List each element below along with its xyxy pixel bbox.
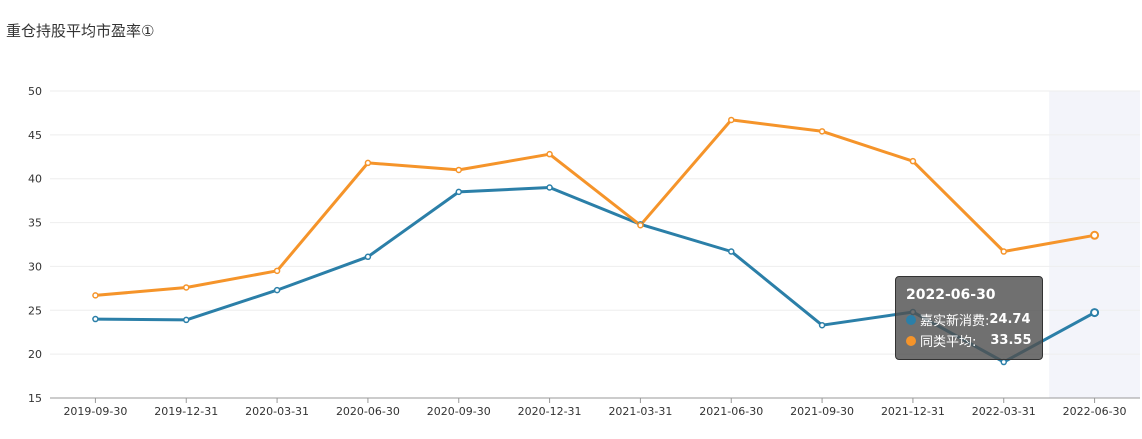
data-point: [728, 116, 735, 124]
y-tick-label: 35: [28, 217, 42, 230]
data-point: [728, 248, 735, 255]
series2-legend-dot-icon: [906, 335, 916, 346]
data-point: [546, 184, 553, 191]
data-point: [1000, 358, 1007, 366]
data-point: [183, 316, 190, 324]
y-tick-label: 30: [28, 260, 42, 273]
x-tick-label: 2022-06-30: [1063, 405, 1127, 418]
x-tick-label: 2020-09-30: [427, 405, 491, 418]
x-tick-label: 2022-03-31: [972, 405, 1036, 418]
x-tick-label: 2020-06-30: [336, 405, 400, 418]
data-point: [92, 292, 99, 299]
y-tick-label: 50: [28, 85, 42, 98]
tooltip-series2-value: 33.55: [990, 333, 1032, 348]
tooltip-date: 2022-06-30: [906, 287, 996, 303]
series-line-2: [95, 118, 1095, 297]
data-point: [364, 159, 372, 167]
x-tick-label: 2021-03-31: [608, 405, 672, 418]
data-point: [183, 284, 190, 291]
chart-tooltip: 2022-06-30 嘉实新消费: 24.74 同类平均: 33.55: [895, 276, 1043, 360]
tooltip-series1-value: 24.74: [989, 312, 1031, 327]
x-tick-label: 2019-12-31: [154, 405, 218, 418]
data-point: [364, 253, 372, 261]
y-tick-label: 15: [28, 392, 42, 405]
y-tick-label: 25: [28, 304, 42, 317]
data-point: [1090, 230, 1100, 240]
data-point: [637, 221, 644, 229]
data-point: [1090, 308, 1100, 318]
x-tick-label: 2021-06-30: [699, 405, 763, 418]
y-tick-label: 40: [28, 173, 42, 186]
tooltip-series1-label: 嘉实新消费:: [920, 314, 990, 329]
x-tick-label: 2021-09-30: [790, 405, 854, 418]
data-point: [273, 286, 281, 294]
data-point: [546, 150, 553, 158]
data-point: [455, 166, 462, 174]
data-point: [909, 157, 917, 165]
data-point: [273, 267, 281, 275]
data-point: [1000, 248, 1007, 255]
x-tick-label: 2019-09-30: [63, 405, 127, 418]
chart-title: 重仓持股平均市盈率①: [6, 22, 155, 40]
y-tick-label: 45: [28, 129, 42, 142]
data-point: [92, 315, 99, 323]
x-tick-label: 2020-03-31: [245, 405, 309, 418]
data-point: [455, 188, 462, 196]
tooltip-row-series1: 嘉实新消费: 24.74: [906, 309, 1032, 330]
tooltip-row-series2: 同类平均: 33.55: [906, 330, 1032, 351]
y-tick-label: 20: [28, 348, 42, 361]
series1-legend-dot-icon: [906, 314, 916, 325]
data-point: [818, 321, 826, 329]
x-tick-label: 2021-12-31: [881, 405, 945, 418]
tooltip-series2-label: 同类平均:: [920, 335, 977, 350]
x-tick-label: 2020-12-31: [518, 405, 582, 418]
highlight-band: [1049, 91, 1140, 398]
data-point: [818, 128, 826, 135]
